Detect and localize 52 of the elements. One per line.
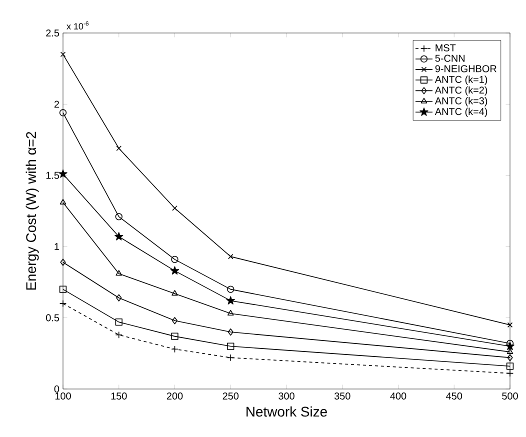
point bbox=[507, 322, 513, 328]
x-axis-title: Network Size bbox=[246, 406, 327, 417]
point bbox=[60, 198, 66, 204]
point bbox=[227, 310, 234, 316]
x-tick-label: 350 bbox=[334, 392, 350, 400]
legend-label: ANTC (k=1) bbox=[434, 76, 488, 85]
point bbox=[171, 332, 178, 340]
x-tick-label: 300 bbox=[278, 392, 294, 400]
legend-label: ANTC (k=4) bbox=[434, 108, 488, 118]
y-axis-title: Energy Cost (W) with α=2 bbox=[26, 132, 39, 290]
y-tick-label: 1.5 bbox=[46, 172, 60, 179]
legend-label: ANTC (k=2) bbox=[434, 86, 488, 96]
legend-label: MST bbox=[436, 44, 456, 52]
point bbox=[115, 318, 122, 326]
text: x 10$^{-6}$ bbox=[66, 21, 89, 30]
point bbox=[59, 286, 67, 293]
point bbox=[226, 296, 235, 304]
point bbox=[227, 286, 234, 293]
x-tick-label: 200 bbox=[166, 392, 183, 400]
point bbox=[172, 205, 178, 211]
legend-label: 5-CNN bbox=[435, 54, 465, 62]
point bbox=[172, 317, 178, 324]
x-tick-label: 100 bbox=[55, 392, 71, 400]
point bbox=[116, 270, 122, 276]
x-tick-label: 500 bbox=[502, 392, 518, 400]
y-tick-label: 2.5 bbox=[46, 29, 60, 37]
legend-label: ANTC (k=3) bbox=[434, 97, 488, 106]
y-tick-label: 0 bbox=[54, 385, 60, 393]
point bbox=[116, 294, 122, 302]
y-tick-label: 1 bbox=[54, 243, 59, 250]
point bbox=[60, 258, 66, 266]
point bbox=[506, 342, 514, 350]
point bbox=[58, 169, 68, 178]
point bbox=[115, 213, 122, 220]
x-tick-label: 250 bbox=[222, 392, 239, 400]
x-tick-label: 150 bbox=[111, 392, 127, 400]
point bbox=[171, 256, 178, 263]
point bbox=[228, 328, 234, 336]
y-tick-label: 0.5 bbox=[46, 314, 60, 322]
point bbox=[60, 52, 66, 58]
point bbox=[506, 362, 514, 370]
x-tick-label: 450 bbox=[446, 392, 462, 400]
legend-label: 9-NEIGHBOR bbox=[435, 65, 496, 72]
y-tick-label: 2 bbox=[54, 100, 59, 108]
point bbox=[227, 342, 234, 350]
point bbox=[59, 109, 67, 116]
point bbox=[172, 290, 178, 296]
x-tick-label: 400 bbox=[390, 392, 406, 400]
point bbox=[116, 146, 122, 151]
point bbox=[170, 266, 180, 275]
point bbox=[114, 232, 124, 240]
point bbox=[228, 254, 234, 260]
